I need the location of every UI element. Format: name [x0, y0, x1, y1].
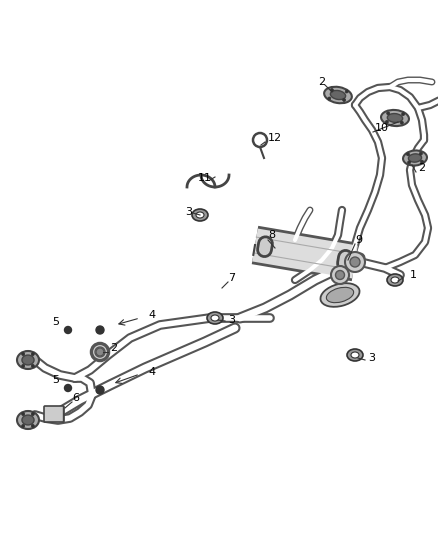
- Circle shape: [400, 121, 403, 124]
- Circle shape: [32, 413, 34, 416]
- Text: 1: 1: [410, 270, 417, 280]
- Ellipse shape: [387, 114, 403, 123]
- Ellipse shape: [347, 349, 363, 361]
- Circle shape: [96, 326, 104, 334]
- Ellipse shape: [207, 312, 223, 324]
- Circle shape: [21, 424, 25, 427]
- Circle shape: [21, 353, 25, 356]
- Circle shape: [92, 344, 108, 360]
- Circle shape: [343, 99, 346, 101]
- Circle shape: [420, 160, 424, 163]
- Ellipse shape: [211, 315, 219, 321]
- Text: 2: 2: [318, 77, 325, 87]
- Text: 2: 2: [110, 343, 117, 353]
- Circle shape: [32, 353, 34, 356]
- Circle shape: [345, 90, 348, 93]
- Circle shape: [402, 112, 405, 116]
- Ellipse shape: [324, 87, 352, 103]
- Ellipse shape: [387, 274, 403, 286]
- Circle shape: [96, 386, 104, 394]
- Text: 9: 9: [355, 235, 362, 245]
- Text: 5: 5: [52, 375, 59, 385]
- Ellipse shape: [196, 212, 204, 218]
- Circle shape: [32, 365, 34, 367]
- Circle shape: [331, 266, 349, 284]
- Circle shape: [419, 152, 422, 155]
- Text: 11: 11: [198, 173, 212, 183]
- Ellipse shape: [321, 283, 360, 307]
- Text: 8: 8: [268, 230, 275, 240]
- Circle shape: [21, 365, 25, 367]
- Circle shape: [64, 327, 71, 334]
- FancyBboxPatch shape: [44, 406, 64, 422]
- Text: 4: 4: [148, 310, 155, 320]
- Text: 3: 3: [228, 315, 235, 325]
- Text: 12: 12: [268, 133, 282, 143]
- Circle shape: [345, 252, 365, 272]
- Circle shape: [64, 384, 71, 392]
- Ellipse shape: [391, 277, 399, 283]
- Text: 2: 2: [418, 163, 425, 173]
- Ellipse shape: [381, 110, 409, 126]
- Ellipse shape: [22, 355, 34, 365]
- Ellipse shape: [408, 154, 422, 162]
- Circle shape: [328, 97, 331, 100]
- Text: 6: 6: [72, 393, 79, 403]
- Ellipse shape: [403, 150, 427, 166]
- Circle shape: [336, 271, 345, 279]
- Text: 3: 3: [185, 207, 192, 217]
- Circle shape: [385, 120, 389, 124]
- Text: 3: 3: [368, 353, 375, 363]
- Circle shape: [330, 88, 333, 92]
- Ellipse shape: [192, 209, 208, 221]
- Circle shape: [408, 161, 411, 164]
- Ellipse shape: [17, 411, 39, 429]
- Ellipse shape: [330, 91, 346, 100]
- Text: 4: 4: [148, 367, 155, 377]
- Ellipse shape: [326, 287, 353, 303]
- Circle shape: [350, 257, 360, 267]
- Circle shape: [406, 153, 410, 156]
- Circle shape: [21, 413, 25, 416]
- Ellipse shape: [22, 415, 34, 425]
- Text: 5: 5: [52, 317, 59, 327]
- Text: 10: 10: [375, 123, 389, 133]
- Ellipse shape: [17, 351, 39, 369]
- Circle shape: [96, 348, 104, 356]
- Circle shape: [387, 112, 390, 115]
- Text: 7: 7: [228, 273, 235, 283]
- Circle shape: [32, 424, 34, 427]
- Ellipse shape: [351, 352, 359, 358]
